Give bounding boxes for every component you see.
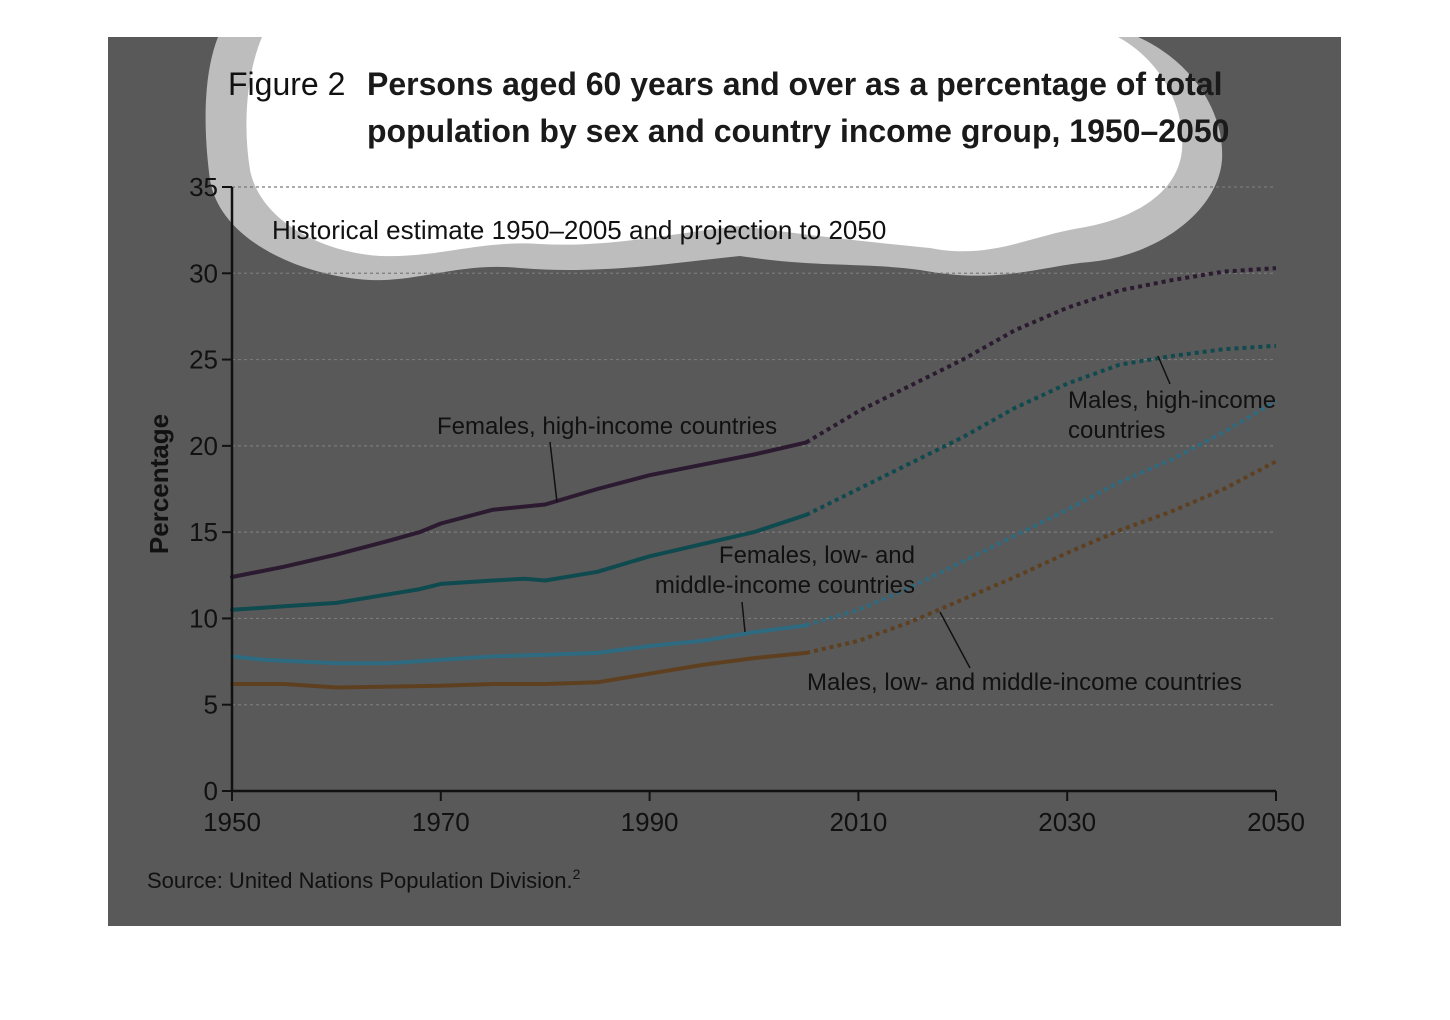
y-tick-labels: 0 5 10 15 20 25 30 35 — [189, 172, 218, 806]
x-tick-label: 2030 — [1038, 807, 1096, 837]
y-tick-label: 25 — [189, 345, 218, 375]
series-line-projection-3 — [805, 459, 1277, 655]
x-tick-labels: 1950 1970 1990 2010 2030 2050 — [203, 807, 1305, 837]
chart-title-line2: population by sex and country income gro… — [367, 113, 1229, 149]
y-tick-label: 0 — [204, 776, 218, 806]
series-line-projection-2 — [805, 399, 1278, 628]
annotation-line: Males, high-income — [1068, 387, 1276, 414]
source-note: Source: United Nations Population Divisi… — [147, 866, 581, 893]
x-tick-label: 2050 — [1247, 807, 1305, 837]
y-tick-label: 20 — [189, 431, 218, 461]
series-line-historical-2 — [230, 623, 809, 666]
series-line-projection-0 — [805, 266, 1277, 445]
x-tick-label: 1990 — [621, 807, 679, 837]
annotation-line: Females, high-income countries — [437, 413, 777, 440]
series-annotation-fl: Females, low- and middle-income countries — [655, 542, 915, 599]
x-tick-label: 1950 — [203, 807, 261, 837]
y-tick-label: 30 — [189, 258, 218, 288]
series-line-projection-1 — [805, 343, 1277, 517]
y-tick-label: 15 — [189, 517, 218, 547]
y-tick-label: 35 — [189, 172, 218, 202]
series-layer — [230, 266, 1278, 690]
figure-label: Figure 2 — [228, 66, 345, 102]
cloud-overlay — [205, 37, 1223, 281]
series-line-historical-1 — [230, 512, 809, 612]
series-line-historical-3 — [230, 650, 809, 690]
chart-subtitle: Historical estimate 1950–2005 and projec… — [272, 215, 886, 245]
series-annotation-mh: Males, high-income countries — [1068, 387, 1276, 444]
series-line-historical-0 — [230, 440, 809, 579]
annotation-leader-ml — [939, 611, 971, 669]
chart-title-line1: Persons aged 60 years and over as a perc… — [367, 66, 1222, 102]
y-tick-label: 5 — [204, 690, 218, 720]
series-annotation-fh: Females, high-income countries — [437, 413, 777, 440]
annotation-leader-fh — [549, 441, 558, 503]
x-tick-label: 2010 — [829, 807, 887, 837]
series-annotation-ml: Males, low- and middle-income countries — [807, 669, 1242, 696]
y-axis-label: Percentage — [144, 414, 174, 554]
source-text: Source: United Nations Population Divisi… — [147, 868, 573, 893]
annotation-line: countries — [1068, 417, 1165, 444]
axes — [222, 186, 1277, 801]
source-footnote-ref: 2 — [573, 866, 581, 882]
annotation-leader-fl — [741, 601, 746, 633]
annotation-leaders — [549, 355, 1171, 669]
annotation-line: Males, low- and middle-income countries — [807, 669, 1242, 696]
x-tick-label: 1970 — [412, 807, 470, 837]
series-annotations: Females, high-income countries Males, hig… — [437, 387, 1276, 696]
annotation-line: Females, low- and — [719, 542, 915, 569]
annotation-leader-mh — [1157, 355, 1171, 385]
cloud-inner-shape — [246, 37, 1183, 257]
y-tick-label: 10 — [189, 603, 218, 633]
annotation-line: middle-income countries — [655, 572, 915, 599]
